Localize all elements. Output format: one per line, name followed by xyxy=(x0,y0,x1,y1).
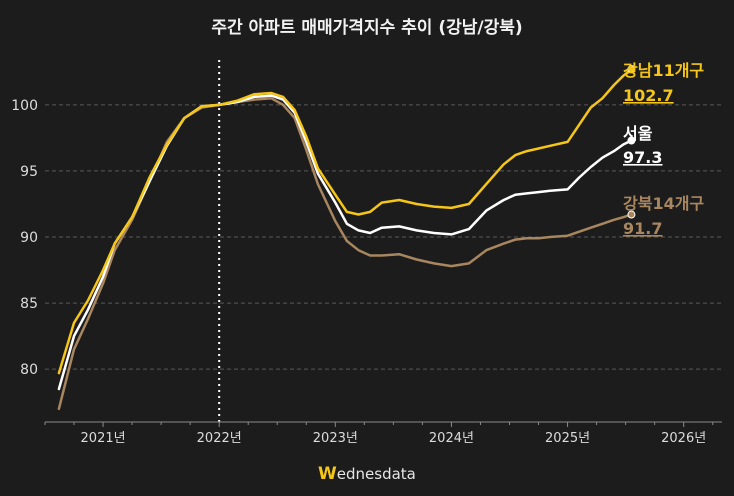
series-line-1 xyxy=(57,94,633,391)
brand-logo: Wednesdata xyxy=(318,464,416,484)
y-tick-label-90: 90 xyxy=(20,230,38,246)
series-label-value-1: 97.3 xyxy=(623,148,662,167)
x-axis: 2021년 2022년 2023년 2024년 2025년 2026년 xyxy=(44,421,722,446)
x-tick-label: 2025년 xyxy=(545,431,590,446)
y-tick-label-85: 85 xyxy=(20,296,38,312)
series-line-2 xyxy=(57,97,633,411)
y-tick-label-80: 80 xyxy=(20,362,38,378)
x-tick-label: 2021년 xyxy=(81,431,126,446)
series-label-name-1: 서울 xyxy=(623,124,653,143)
chart-title: 주간 아파트 매매가격지수 추이 (강남/강북) xyxy=(211,18,522,38)
series-label-value-0: 102.7 xyxy=(623,86,674,105)
x-tick-label: 2026년 xyxy=(661,431,706,446)
brand-logo-mark: W xyxy=(318,464,337,484)
series-lines xyxy=(57,65,636,411)
y-axis-ticks: 80 85 90 95 100 xyxy=(11,98,38,378)
series-end-point-0 xyxy=(627,65,636,74)
brand-logo-text: ednesdata xyxy=(337,465,416,483)
y-tick-label-95: 95 xyxy=(20,164,38,180)
series-label-name-2: 강북14개구 xyxy=(623,194,704,213)
x-tick-label: 2024년 xyxy=(429,431,474,446)
series-labels: 강북14개구 91.7 서울 97.3 강남11개구 102.7 xyxy=(623,61,704,238)
x-tick-label: 2022년 xyxy=(197,431,242,446)
series-end-point-1 xyxy=(627,136,636,145)
y-tick-label-100: 100 xyxy=(11,98,38,114)
series-line-0 xyxy=(57,67,633,375)
grid-lines xyxy=(45,60,722,422)
series-label-name-0: 강남11개구 xyxy=(623,61,704,80)
series-end-point-2 xyxy=(627,210,636,219)
x-tick-label: 2023년 xyxy=(313,431,358,446)
series-label-value-2: 91.7 xyxy=(623,219,662,238)
